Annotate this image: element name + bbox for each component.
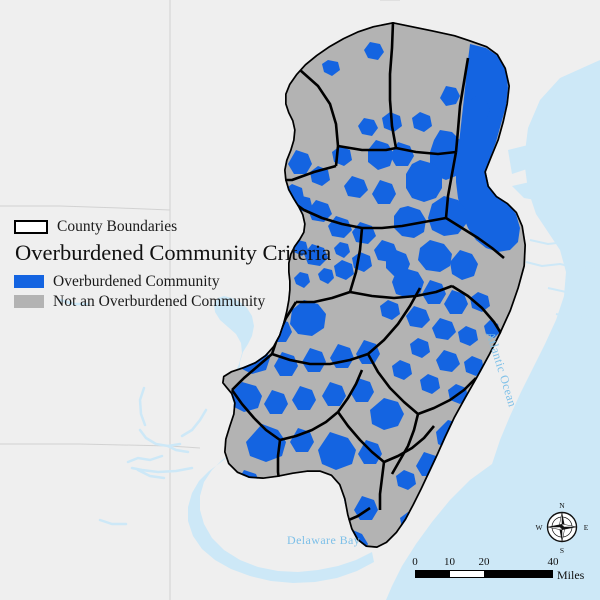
legend-row-not-overburdened: Not an Overburdened Community	[14, 293, 331, 310]
compass-north-label: N	[559, 501, 565, 510]
scale-tick-20: 20	[478, 556, 490, 568]
scale-tick-10: 10	[444, 556, 455, 568]
legend-row-county-boundaries: County Boundaries	[14, 218, 331, 235]
legend-label-overburdened: Overburdened Community	[53, 272, 220, 290]
scale-bar-graphic	[415, 570, 553, 578]
legend-row-overburdened: Overburdened Community	[14, 273, 331, 290]
scale-tick-0: 0	[412, 556, 418, 568]
compass-rose: N S E W	[535, 501, 589, 555]
county-boundary-swatch-icon	[14, 219, 48, 234]
water-bodies	[188, 0, 600, 600]
legend-label-not-overburdened: Not an Overburdened Community	[53, 292, 266, 310]
scale-seg-2	[450, 571, 484, 577]
not-overburdened-swatch-icon	[14, 294, 44, 308]
legend-title: Overburdened Community Criteria	[15, 240, 332, 266]
scale-bar: 0 10 20 40 Miles	[412, 556, 584, 582]
neighbor-rivers	[58, 298, 208, 526]
compass-west-label: W	[535, 523, 543, 532]
scale-seg-1	[416, 571, 450, 577]
overburdened-swatch-icon	[14, 274, 44, 288]
scale-bar-ticks: 0 10 20 40	[412, 556, 558, 570]
legend: County Boundaries Overburdened Community…	[14, 218, 331, 313]
scale-bar-units: Miles	[557, 568, 585, 582]
scale-seg-3	[484, 571, 552, 577]
neighbor-state-lines	[0, 0, 400, 600]
delaware-bay-label: Delaware Bay	[287, 533, 361, 547]
compass-east-label: E	[584, 523, 589, 532]
compass-south-label: S	[560, 546, 564, 555]
legend-label-county-boundaries: County Boundaries	[57, 218, 178, 235]
ny-shoreline	[523, 194, 600, 320]
scale-tick-40: 40	[547, 556, 559, 568]
county-boundaries	[230, 22, 506, 526]
